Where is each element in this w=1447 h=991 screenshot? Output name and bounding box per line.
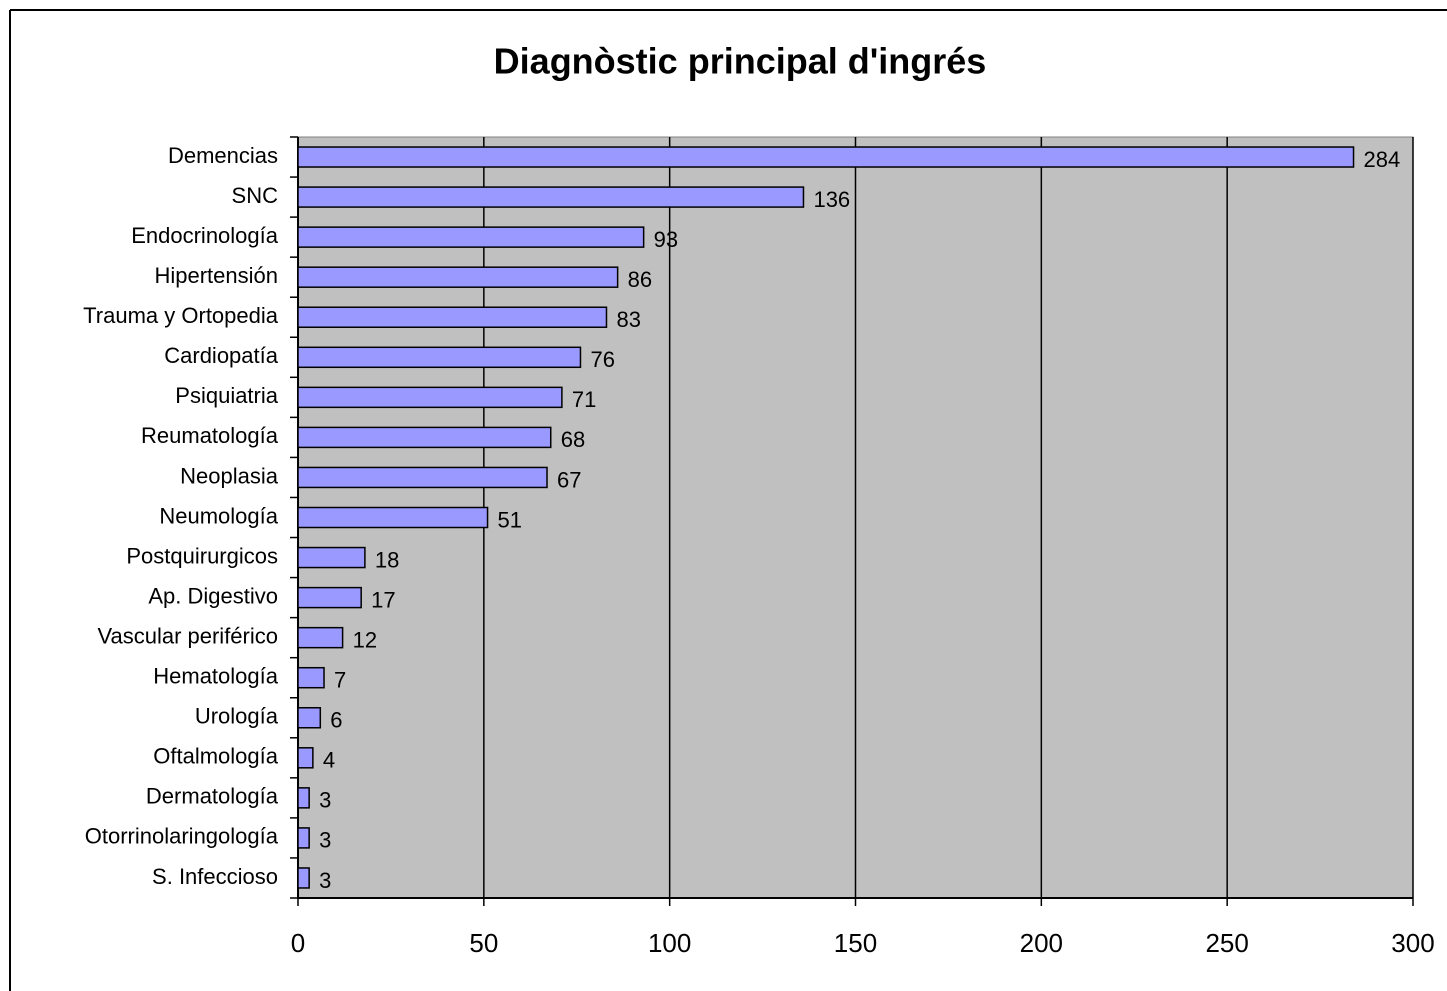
bar	[297, 426, 552, 449]
x-tick-label: 300	[1391, 928, 1434, 958]
x-tick-label: 100	[648, 928, 691, 958]
value-label: 12	[353, 627, 377, 652]
y-tick-label: Neumología	[159, 503, 278, 528]
y-tick-label: Oftalmología	[153, 744, 278, 769]
bar	[297, 827, 310, 849]
bar	[297, 787, 310, 809]
y-tick-label: Otorrinolaringología	[85, 824, 279, 849]
value-label: 83	[616, 307, 640, 332]
value-label: 17	[371, 587, 395, 612]
value-label: 3	[319, 868, 331, 893]
y-tick-label: Endocrinología	[131, 223, 279, 248]
y-tick-label: Hipertensión	[154, 263, 278, 288]
bar	[297, 466, 548, 489]
y-tick-label: Psiquiatria	[175, 383, 278, 408]
bar	[297, 186, 805, 208]
value-label: 76	[590, 347, 614, 372]
y-tick-label: Urología	[195, 704, 279, 729]
value-label: 3	[319, 788, 331, 813]
value-label: 6	[330, 708, 342, 733]
y-tick-label: Postquirurgicos	[126, 543, 278, 568]
x-tick-label: 150	[834, 928, 877, 958]
bar	[297, 226, 645, 248]
bar	[297, 666, 325, 689]
bar	[297, 707, 322, 729]
bar	[297, 146, 1355, 168]
bar	[297, 506, 489, 529]
value-label: 93	[654, 227, 678, 252]
bar	[297, 306, 608, 328]
value-label: 18	[375, 547, 399, 572]
bar	[297, 546, 366, 569]
x-tick-label: 200	[1020, 928, 1063, 958]
y-tick-label: Vascular periférico	[97, 623, 278, 648]
value-label: 68	[561, 427, 585, 452]
y-tick-label: Trauma y Ortopedia	[83, 303, 279, 328]
value-label: 86	[628, 267, 652, 292]
x-tick-label: 250	[1205, 928, 1248, 958]
y-tick-label: Demencias	[168, 143, 278, 168]
value-label: 136	[813, 187, 850, 212]
value-label: 284	[1364, 147, 1401, 172]
y-tick-label: S. Infeccioso	[152, 864, 278, 889]
bar	[297, 386, 563, 409]
y-tick-label: Hematología	[153, 664, 279, 689]
value-label: 67	[557, 467, 581, 492]
x-tick-label: 0	[291, 928, 305, 958]
y-tick-label: SNC	[232, 183, 279, 208]
value-label: 7	[334, 668, 346, 693]
y-tick-label: Ap. Digestivo	[148, 583, 278, 608]
bar	[297, 626, 344, 649]
y-tick-label: Cardiopatía	[164, 343, 279, 368]
y-tick-label: Neoplasia	[180, 463, 279, 488]
chart-title: Diagnòstic principal d'ingrés	[494, 41, 987, 82]
value-label: 4	[323, 748, 335, 773]
y-tick-label: Dermatología	[146, 784, 279, 809]
y-tick-label: Reumatología	[141, 423, 279, 448]
bar	[297, 266, 619, 288]
value-label: 71	[572, 387, 596, 412]
bar	[297, 747, 314, 769]
x-tick-label: 50	[469, 928, 498, 958]
value-label: 51	[498, 507, 522, 532]
bar	[297, 867, 310, 889]
value-label: 3	[319, 828, 331, 853]
bar	[297, 346, 582, 369]
bar	[297, 586, 362, 609]
